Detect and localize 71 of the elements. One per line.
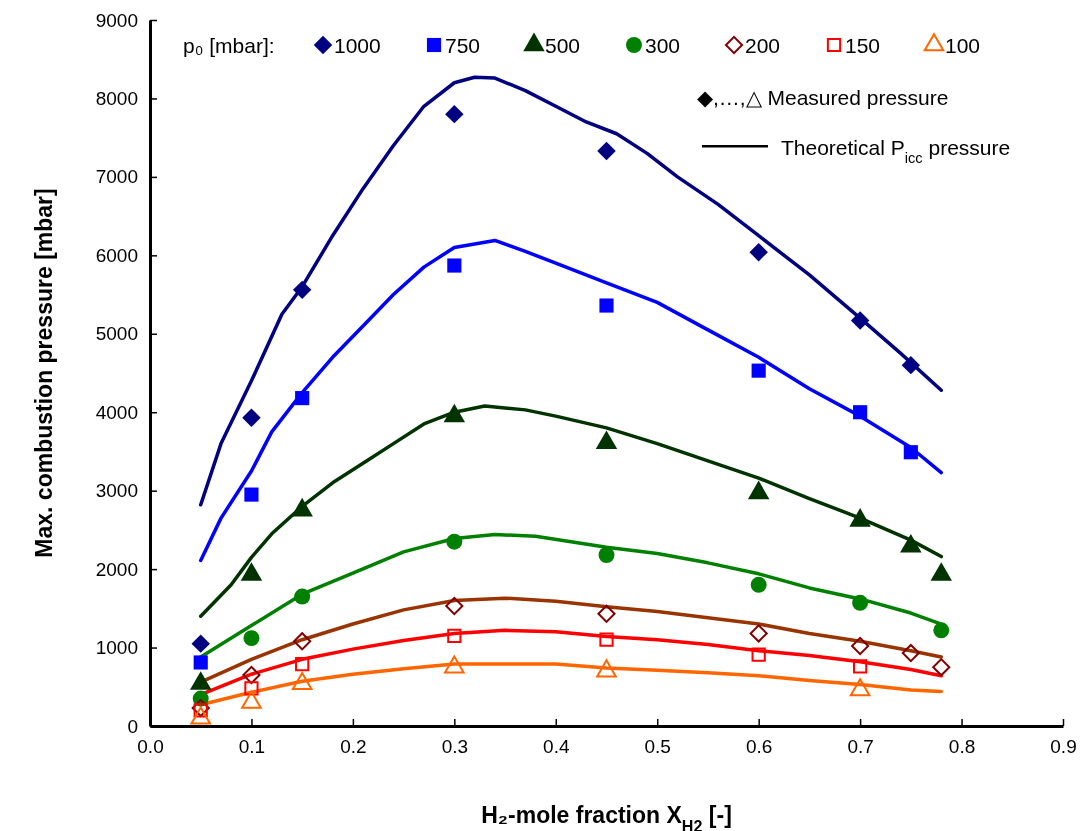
x-tick-label: 0.3 [441, 736, 469, 758]
point [445, 104, 464, 124]
point [751, 647, 766, 662]
y-tick-label: 4000 [95, 401, 138, 423]
point [242, 408, 261, 427]
x-tick-label: 0.2 [340, 736, 367, 758]
point [932, 658, 951, 677]
point [446, 533, 463, 550]
x-tick-label: 0.8 [948, 736, 976, 758]
point [243, 630, 260, 647]
point [850, 311, 870, 330]
y-tick-label: 9000 [95, 9, 138, 31]
point [292, 280, 312, 300]
point [244, 681, 259, 696]
point [598, 547, 615, 563]
point [901, 355, 921, 375]
y-tick-label: 1000 [95, 637, 138, 659]
x-tick-label: 0.1 [238, 736, 266, 758]
y-axis-title: Max. combustion pressure [mbar] [31, 188, 57, 558]
y-tick-label: 5000 [95, 323, 138, 345]
legend-label: 100 [945, 34, 981, 57]
annotation: ◆,…,△ Measured pressure [697, 86, 949, 109]
point [295, 656, 310, 672]
annotation: Theoretical P$_{icc}$ pressure [781, 136, 1011, 166]
x-tick-label: 0.9 [1050, 736, 1077, 758]
point [599, 298, 614, 313]
y-tick-label: 8000 [95, 88, 138, 110]
point [295, 391, 310, 406]
legend-label: 200 [745, 34, 781, 57]
point [852, 594, 869, 611]
point [447, 258, 462, 273]
point [597, 604, 616, 623]
x-tick-label: 0.0 [137, 736, 164, 758]
y-tick-label: 7000 [95, 166, 138, 188]
point [597, 141, 616, 161]
point [242, 665, 261, 685]
y-tick-label: 3000 [95, 480, 138, 502]
point [749, 242, 768, 262]
legend-label: 1000 [334, 34, 381, 57]
x-tick-label: 0.7 [847, 736, 874, 758]
point [750, 576, 767, 593]
legend-label: 500 [545, 34, 581, 57]
point [599, 632, 614, 647]
point [244, 487, 259, 502]
point [853, 405, 868, 420]
point [933, 622, 950, 639]
point [294, 588, 311, 605]
point [293, 632, 312, 651]
point [447, 628, 462, 643]
y-tick-label: 6000 [95, 244, 138, 266]
point [852, 659, 868, 674]
legend-label: 300 [645, 34, 681, 57]
x-tick-label: 0.5 [644, 736, 671, 758]
point [851, 636, 870, 656]
y-tick-label: 2000 [95, 558, 138, 580]
legend-title: p₀ [mbar]: [183, 34, 275, 57]
legend-label: 750 [445, 34, 481, 57]
point [193, 655, 208, 670]
x-tick-label: 0.6 [745, 736, 773, 758]
line-series [198, 238, 944, 563]
point [749, 624, 768, 643]
point [191, 698, 210, 718]
point [903, 445, 918, 460]
y-tick-label: 0 [127, 715, 138, 737]
legend-label: 150 [845, 34, 881, 57]
point [901, 643, 920, 663]
line-series [198, 404, 944, 618]
x-tick-label: 0.4 [543, 736, 570, 758]
point [191, 634, 210, 653]
point [751, 363, 766, 378]
point [445, 596, 464, 616]
